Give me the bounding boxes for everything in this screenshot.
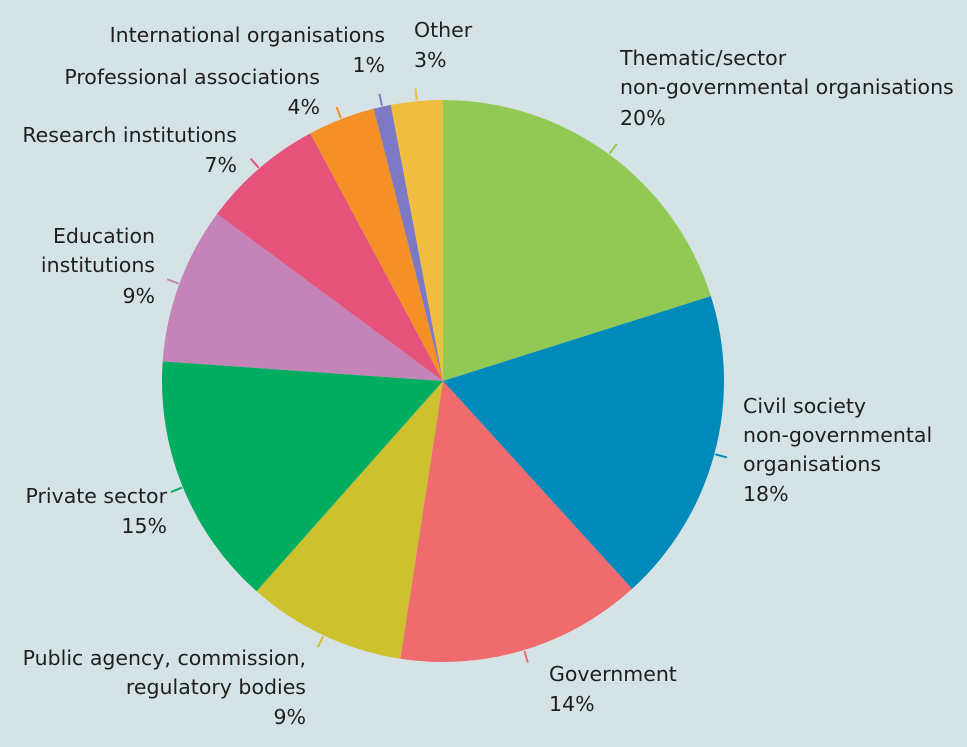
leader-line	[166, 278, 179, 285]
slice-label: Research institutions	[22, 123, 237, 147]
slice-percent-label: 7%	[204, 153, 237, 177]
slice-percent-label: 20%	[620, 106, 666, 130]
pie-slice	[310, 108, 443, 382]
leader-line	[523, 650, 529, 663]
leader-line	[378, 93, 383, 106]
slice-percent-label: 14%	[549, 692, 595, 716]
slice-percent-label: 9%	[273, 705, 306, 729]
leader-line	[715, 453, 728, 459]
slice-label: Public agency, commission,	[23, 646, 306, 670]
slice-label: Professional associations	[64, 65, 320, 89]
slice-percent-label: 3%	[414, 48, 447, 72]
slice-labels: Thematic/sector non-governmental organisa…	[22, 18, 953, 729]
slice-percent-label: 15%	[121, 514, 167, 538]
slice-label: institutions	[41, 253, 155, 277]
leader-line	[608, 143, 618, 155]
leader-line	[414, 88, 418, 101]
pie-slice	[256, 381, 443, 659]
slice-label: International organisations	[110, 23, 385, 47]
slice-label: Civil society	[743, 394, 866, 418]
pie-slice	[162, 213, 443, 381]
pie-slice	[373, 104, 443, 381]
slice-label: Education	[53, 224, 155, 248]
leader-lines	[166, 88, 728, 663]
pie-slice	[217, 133, 443, 381]
pie-slice	[400, 381, 633, 662]
slice-percent-label: 18%	[743, 482, 789, 506]
leader-line	[317, 635, 325, 648]
slice-label: Private sector	[25, 484, 167, 508]
slice-label: regulatory bodies	[126, 675, 306, 699]
pie-slices	[162, 100, 725, 662]
slice-label: organisations	[743, 452, 881, 476]
slice-percent-label: 1%	[352, 53, 385, 77]
pie-slice	[443, 100, 711, 381]
pie-slice	[162, 361, 443, 592]
pie-slice	[443, 296, 725, 589]
slice-label: non-governmental organisations	[620, 75, 954, 99]
leader-line	[335, 106, 342, 119]
leader-line	[170, 486, 183, 494]
slice-percent-label: 9%	[122, 284, 155, 308]
slice-label: non-governmental	[743, 423, 932, 447]
slice-label: Thematic/sector	[619, 46, 787, 70]
slice-label: Government	[549, 662, 677, 686]
slice-percent-label: 4%	[287, 95, 320, 119]
leader-line	[249, 157, 260, 169]
pie-slice	[390, 100, 443, 381]
slice-label: Other	[414, 18, 473, 42]
